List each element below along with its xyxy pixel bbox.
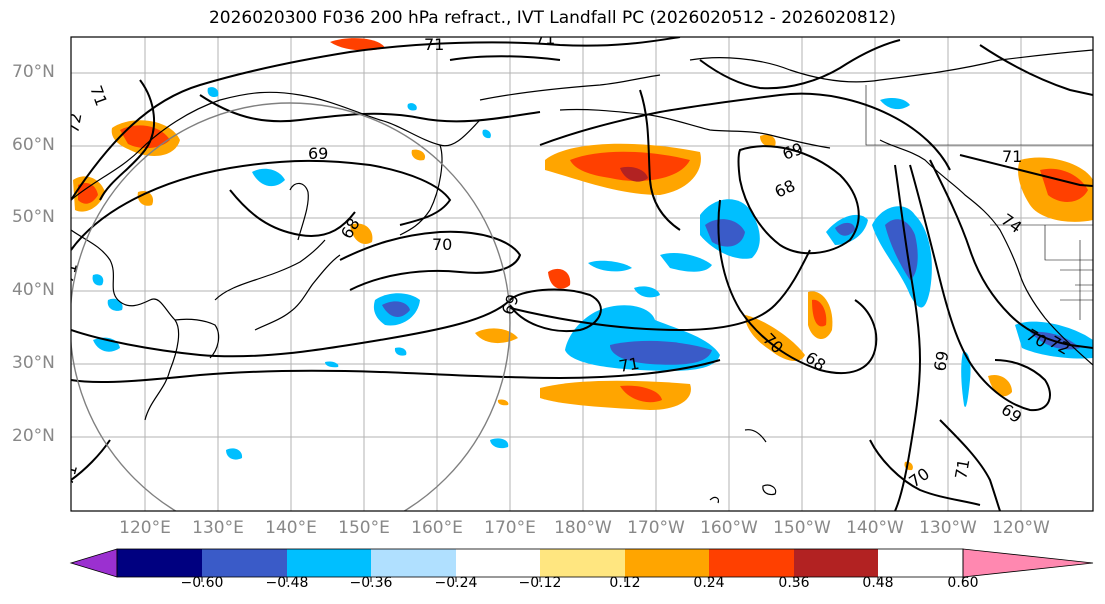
colorbar-extend-high xyxy=(962,548,1094,578)
lon-label-160w: 160°W xyxy=(700,518,758,538)
colorbar-tick: −0.36 xyxy=(349,575,393,591)
contour-label: 71 xyxy=(617,354,640,376)
lon-label-130w: 130°W xyxy=(919,518,977,538)
colorbar-tick: 0.12 xyxy=(609,575,641,591)
contour-label: 69 xyxy=(308,144,328,163)
lon-label-120w: 120°W xyxy=(992,518,1050,538)
colorbar-tick: −0.48 xyxy=(265,575,309,591)
lon-label-140w: 140°W xyxy=(846,518,904,538)
colorbar-tick: 0.60 xyxy=(947,575,979,591)
colorbar-segment xyxy=(794,549,878,577)
lon-label-160e: 160°E xyxy=(411,518,463,538)
colorbar-segment xyxy=(625,549,709,577)
contour-label: 70 xyxy=(432,235,452,254)
lon-label-140e: 140°E xyxy=(265,518,317,538)
lon-label-120e: 120°E xyxy=(119,518,171,538)
colorbar-segment xyxy=(117,549,202,577)
lon-label-150e: 150°E xyxy=(338,518,390,538)
colorbar-extend-low xyxy=(69,548,118,578)
colorbar-tick: −0.60 xyxy=(180,575,224,591)
lat-label-50n: 50°N xyxy=(12,207,55,227)
colorbar-tick: −0.12 xyxy=(518,575,562,591)
colorbar-segment xyxy=(287,549,371,577)
lon-label-150w: 150°W xyxy=(773,518,831,538)
figure-title: 2026020300 F036 200 hPa refract., IVT La… xyxy=(208,8,896,28)
contour-label: 71 xyxy=(424,35,444,54)
lon-label-130e: 130°E xyxy=(192,518,244,538)
contours xyxy=(71,37,1093,511)
colorbar-segment xyxy=(709,549,794,577)
colorbar-segment xyxy=(456,549,540,577)
contour-label: 71 xyxy=(58,462,82,487)
lon-label-180w: 180°W xyxy=(554,518,612,538)
contour-label: 71 xyxy=(535,29,555,48)
contour-label: 71 xyxy=(1002,147,1022,166)
colorbar-segment xyxy=(371,549,456,577)
coastlines xyxy=(71,49,1093,504)
contour-label: 72 xyxy=(63,111,85,134)
lat-label-60n: 60°N xyxy=(12,135,55,155)
colorbar-segment xyxy=(202,549,287,577)
lon-label-170e: 170°E xyxy=(484,518,536,538)
colorbar-tick: −0.24 xyxy=(434,575,478,591)
colorbar-tick: 0.36 xyxy=(778,575,810,591)
radius-circle xyxy=(71,102,511,511)
colorbar-segment xyxy=(540,549,625,577)
lat-label-70n: 70°N xyxy=(12,62,55,82)
colorbar xyxy=(69,548,1094,582)
lat-label-20n: 20°N xyxy=(12,426,55,446)
contour-label: 71 xyxy=(58,260,82,285)
contour-label: 71 xyxy=(951,457,973,480)
colorbar-tick: 0.24 xyxy=(693,575,725,591)
lat-label-30n: 30°N xyxy=(12,353,55,373)
borders xyxy=(865,85,1093,320)
map-frame xyxy=(70,36,1094,512)
lon-label-170w: 170°W xyxy=(627,518,685,538)
lat-label-40n: 40°N xyxy=(12,280,55,300)
contour-label: 69 xyxy=(930,349,952,372)
colorbar-tick: 0.48 xyxy=(862,575,894,591)
